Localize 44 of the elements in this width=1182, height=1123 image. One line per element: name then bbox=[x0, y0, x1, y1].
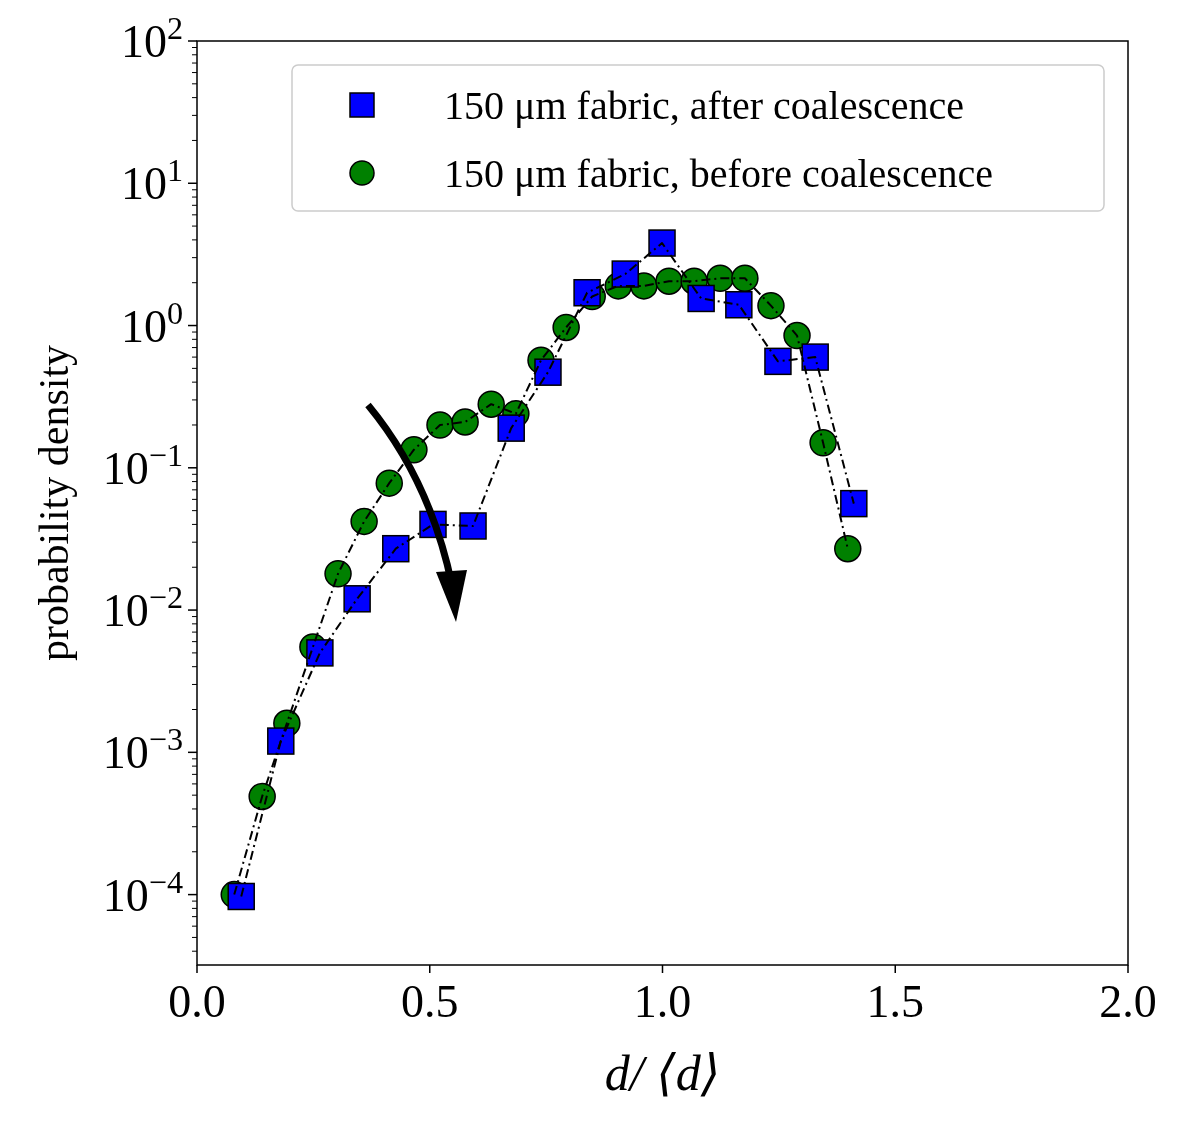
x-tick-label: 2.0 bbox=[1099, 976, 1157, 1027]
legend-label: 150 μm fabric, after coalescence bbox=[444, 82, 965, 128]
point bbox=[534, 358, 562, 386]
point bbox=[840, 489, 868, 518]
y-tick-label: 10$^{−1}$ bbox=[102, 436, 183, 494]
legend-label: 150 μm fabric, before coalescence bbox=[444, 150, 993, 196]
point bbox=[573, 279, 601, 307]
y-tick-label: 10$^{−2}$ bbox=[102, 579, 183, 637]
point bbox=[451, 408, 479, 436]
x-tick-label: 1.0 bbox=[633, 976, 692, 1027]
y-axis-title: probability density bbox=[31, 344, 77, 662]
point bbox=[477, 390, 505, 418]
point bbox=[350, 507, 378, 536]
point bbox=[324, 560, 352, 588]
y-tick-label: 10$^{−4}$ bbox=[102, 863, 183, 921]
point bbox=[801, 343, 829, 371]
point bbox=[343, 585, 371, 613]
x-tick-label: 0.5 bbox=[401, 976, 459, 1027]
point bbox=[725, 290, 753, 319]
point bbox=[459, 512, 487, 540]
point bbox=[757, 291, 785, 320]
point bbox=[809, 429, 837, 457]
x-tick-label: 1.5 bbox=[866, 976, 924, 1027]
point bbox=[497, 414, 525, 442]
y-tick-label: 10$^{0}$ bbox=[120, 294, 183, 352]
point bbox=[834, 534, 862, 563]
point bbox=[375, 469, 403, 497]
point bbox=[655, 267, 683, 295]
y-tick-label: 10$^{−3}$ bbox=[102, 721, 183, 779]
point bbox=[382, 534, 410, 563]
point bbox=[306, 639, 334, 667]
point bbox=[731, 264, 759, 292]
point bbox=[687, 284, 715, 313]
point bbox=[648, 229, 676, 257]
point bbox=[764, 347, 792, 376]
x-axis-title: d/ ⟨d⟩ bbox=[604, 1045, 721, 1101]
point bbox=[267, 727, 295, 755]
y-tick-label: 10$^{1}$ bbox=[120, 152, 183, 210]
y-tick-label: 10$^{2}$ bbox=[120, 10, 183, 67]
x-tick-label: 0.0 bbox=[168, 976, 226, 1027]
point bbox=[426, 411, 454, 439]
point bbox=[227, 882, 255, 911]
point bbox=[611, 260, 640, 288]
point bbox=[783, 321, 811, 350]
